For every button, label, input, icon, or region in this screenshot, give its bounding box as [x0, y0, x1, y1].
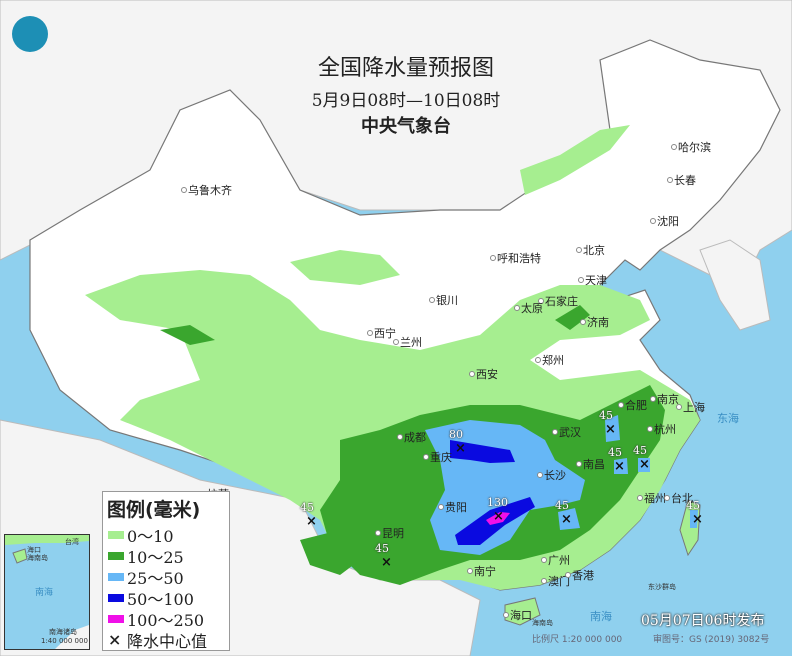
legend-swatch	[108, 530, 124, 539]
city-label: 成都	[397, 431, 426, 444]
city-label: 合肥	[618, 399, 647, 412]
legend: 图例(毫米) 0～10 10～25 25～50 50～100 100～250 ×…	[102, 491, 230, 651]
city-label: 沈阳	[650, 215, 679, 228]
legend-item-center: × 降水中心值	[108, 630, 208, 651]
legend-title: 图例(毫米)	[107, 499, 201, 521]
city-label: 武汉	[552, 426, 581, 439]
legend-item: 0～10	[108, 524, 229, 546]
south-sea-inset: 海口 海南岛 台湾 南海 南海诸岛 1:40 000 000	[4, 534, 90, 650]
city-label: 兰州	[393, 336, 422, 349]
city-label: 昆明	[375, 527, 404, 540]
city-label: 贵阳	[438, 501, 467, 514]
issuer: 中央气象台	[361, 116, 451, 137]
city-label: 呼和浩特	[490, 252, 541, 265]
legend-item: 50～100	[108, 587, 229, 609]
legend-swatch	[108, 614, 124, 623]
inset-haikou: 海口	[27, 546, 41, 554]
inset-scale: 1:40 000 000	[41, 637, 88, 645]
inset-map	[5, 535, 89, 649]
city-label: 重庆	[423, 451, 452, 464]
city-label: 银川	[429, 294, 458, 307]
inset-islands: 南海诸岛	[49, 628, 77, 636]
city-label: 西宁	[367, 327, 396, 340]
precip-center-marker: × 45	[608, 446, 625, 474]
sea-label-south: 南海	[590, 610, 612, 623]
city-label: 郑州	[535, 354, 564, 367]
city-label: 石家庄	[538, 295, 578, 308]
hainan-label: 海南岛	[532, 619, 553, 627]
city-label: 乌鲁木齐	[181, 184, 232, 197]
city-label: 福州	[637, 492, 666, 505]
city-label: 上海	[676, 401, 705, 414]
city-label: 济南	[580, 316, 609, 329]
precip-100-250	[486, 512, 510, 525]
korea-japan	[699, 239, 771, 331]
legend-swatch	[108, 551, 124, 560]
inset-taiwan: 台湾	[65, 538, 79, 546]
precip-center-marker: × 45	[555, 499, 572, 527]
map-review-number: 审图号：GS (2019) 3082号	[653, 635, 770, 645]
legend-item: 25～50	[108, 566, 229, 588]
city-label: 长春	[667, 174, 696, 187]
cma-logo-icon	[12, 16, 48, 52]
forecast-period: 5月9日08时—10日08时	[311, 91, 501, 111]
map-title: 全国降水量预报图	[317, 56, 494, 81]
issue-time: 05月07日06时发布	[641, 613, 765, 629]
city-label: 天津	[578, 274, 607, 287]
city-label: 哈尔滨	[671, 141, 711, 154]
inset-sea: 南海	[35, 588, 54, 598]
precip-center-marker: × 130	[487, 496, 508, 524]
dongsha-label: 东沙群岛	[648, 583, 676, 591]
city-label: 澳门	[541, 575, 570, 588]
precip-center-marker: × 45	[633, 444, 650, 472]
precip-center-marker: × 80	[449, 428, 466, 456]
cross-icon: ×	[108, 630, 122, 649]
city-label: 南宁	[467, 565, 496, 578]
legend-swatch	[108, 593, 124, 602]
city-label: 广州	[541, 554, 570, 567]
city-label: 海口	[503, 609, 532, 622]
legend-item: 100～250	[108, 608, 229, 630]
city-label: 南昌	[576, 458, 605, 471]
sea-label-east: 东海	[717, 412, 739, 425]
precip-center-marker: × 45	[300, 501, 317, 529]
precip-center-marker: × 45	[375, 542, 392, 570]
city-label: 南京	[650, 393, 679, 406]
legend-item: 10～25	[108, 545, 229, 567]
city-label: 西安	[469, 368, 498, 381]
city-label: 北京	[576, 244, 605, 257]
city-label: 太原	[514, 302, 543, 315]
city-label: 长沙	[537, 469, 566, 482]
map-scale: 比例尺 1:20 000 000	[532, 635, 623, 645]
legend-swatch	[108, 572, 124, 581]
precip-center-marker: × 45	[599, 409, 616, 437]
inset-hainan: 海南岛	[27, 554, 48, 562]
city-label: 杭州	[647, 423, 676, 436]
precip-center-marker: × 45	[686, 499, 703, 527]
city-label: 香港	[565, 569, 594, 582]
city-label: 台北	[664, 492, 693, 505]
